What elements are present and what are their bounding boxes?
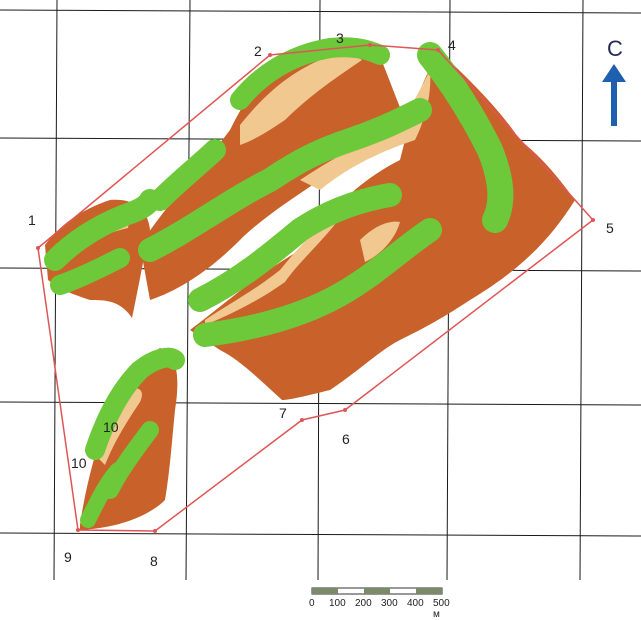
scale-tick-500: 500 м: [433, 598, 450, 620]
scale-labels: 0 100 200 300 400 500 м: [309, 588, 452, 620]
zone-label-10-lower: 10: [71, 455, 87, 471]
point-label-5: 5: [606, 220, 614, 236]
scale-tick-400: 400: [407, 598, 424, 609]
point-label-4: 4: [448, 37, 456, 53]
zone-label-10-upper: 10: [103, 419, 119, 435]
point-label-1: 1: [28, 212, 36, 228]
scale-tick-200: 200: [355, 598, 372, 609]
scale-tick-100: 100: [329, 598, 346, 609]
point-label-3: 3: [336, 30, 344, 46]
scale-tick-300: 300: [381, 598, 398, 609]
point-label-8: 8: [150, 553, 158, 569]
north-indicator: С: [600, 36, 630, 62]
point-label-9: 9: [64, 549, 72, 565]
scale-tick-0: 0: [309, 598, 315, 609]
vegetation: [44, 37, 514, 528]
north-arrow-icon: [602, 64, 626, 126]
boundary-vertices: [36, 43, 595, 533]
point-label-2: 2: [254, 43, 262, 59]
point-label-7: 7: [279, 405, 287, 421]
scale-bar: [311, 587, 443, 595]
point-label-6: 6: [342, 431, 350, 447]
north-label: С: [607, 36, 623, 61]
